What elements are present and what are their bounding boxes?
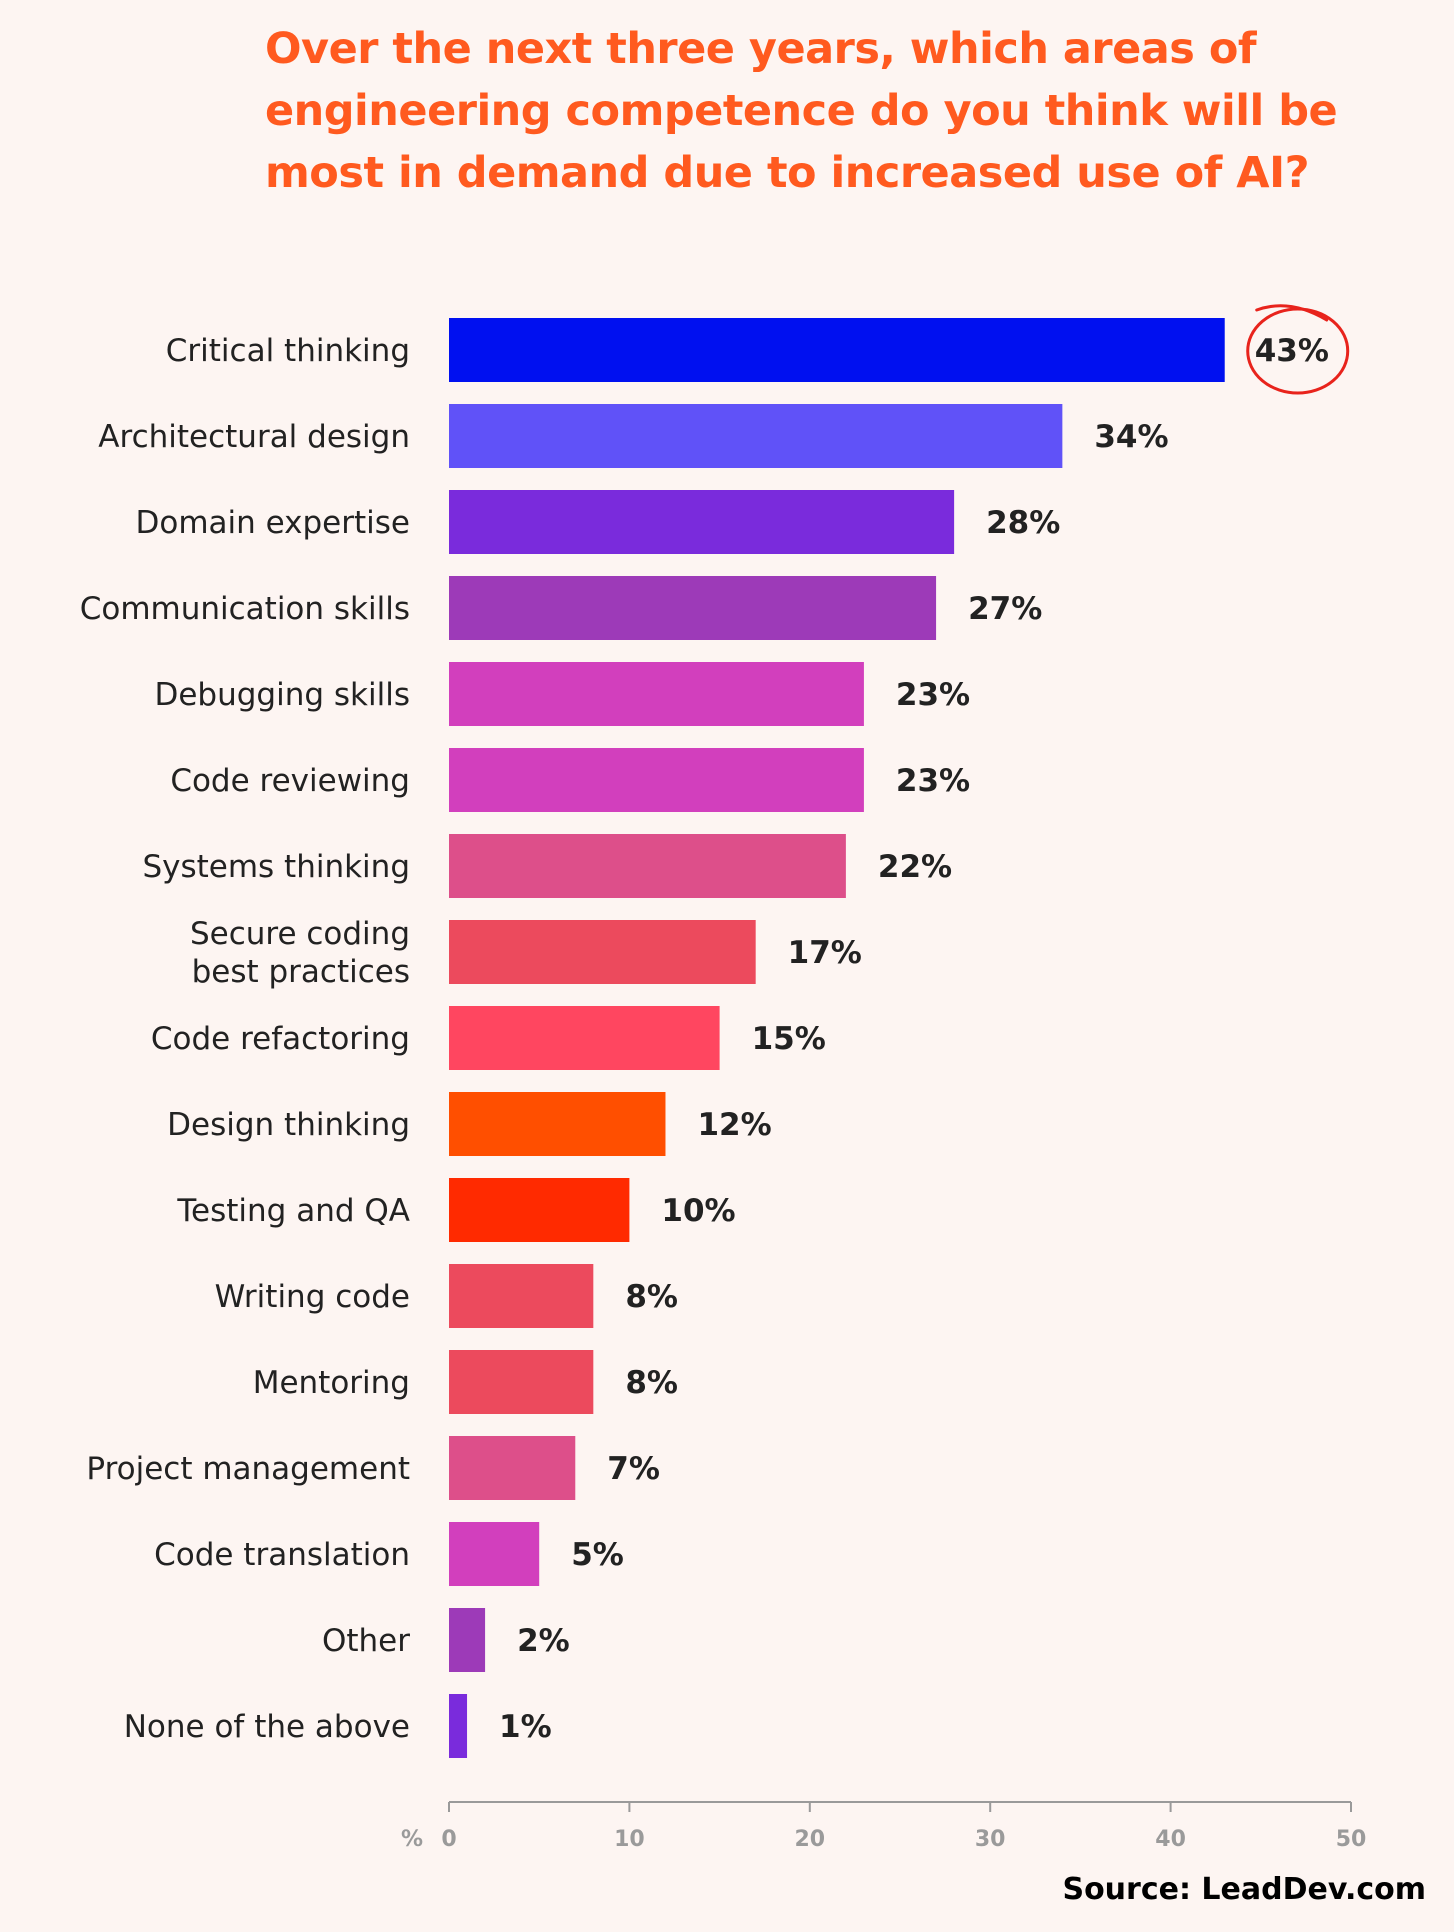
category-label: Domain expertise (135, 505, 410, 541)
value-label: 12% (697, 1107, 771, 1143)
category-label: Communication skills (80, 591, 410, 627)
value-label: 43% (1255, 333, 1329, 369)
value-label: 23% (896, 677, 970, 713)
value-label: 8% (625, 1365, 678, 1401)
value-label: 7% (607, 1451, 660, 1487)
value-label: 15% (752, 1021, 826, 1057)
category-label: Code reviewing (170, 763, 410, 799)
bar (449, 748, 864, 812)
value-label: 22% (878, 849, 952, 885)
category-label: Architectural design (98, 419, 410, 455)
bar (449, 1350, 594, 1414)
bar (449, 1436, 576, 1500)
value-label: 2% (517, 1623, 570, 1659)
bar (449, 662, 864, 726)
category-label: Code refactoring (151, 1021, 410, 1057)
bar (449, 1092, 666, 1156)
value-label: 27% (968, 591, 1042, 627)
value-label: 8% (625, 1279, 678, 1315)
bar (449, 834, 846, 898)
chart-title-line: most in demand due to increased use of A… (265, 148, 1310, 198)
category-label: Design thinking (167, 1107, 410, 1143)
bar (449, 576, 937, 640)
bar (449, 1264, 594, 1328)
bar (449, 1522, 540, 1586)
value-label: 28% (986, 505, 1060, 541)
chart-title: Over the next three years, which areas o… (265, 18, 1365, 204)
bar (449, 1178, 630, 1242)
x-axis-label: % (401, 1827, 423, 1852)
value-label: 17% (788, 935, 862, 971)
source-note: Source: LeadDev.com (1062, 1872, 1426, 1907)
bar (449, 920, 756, 984)
bar (449, 1608, 486, 1672)
category-label: Critical thinking (166, 333, 410, 369)
value-label: 34% (1094, 419, 1168, 455)
category-label: Writing code (215, 1279, 410, 1315)
value-label: 5% (571, 1537, 624, 1573)
value-label: 10% (661, 1193, 735, 1229)
category-label: None of the above (124, 1709, 410, 1745)
category-label: Debugging skills (154, 677, 410, 713)
bar (449, 318, 1225, 382)
category-label: Systems thinking (142, 849, 410, 885)
category-label: Other (322, 1623, 410, 1659)
x-tick-label: 50 (1336, 1827, 1367, 1852)
category-label: Testing and QA (176, 1193, 410, 1229)
bar (449, 1694, 468, 1758)
x-tick-label: 30 (975, 1827, 1006, 1852)
chart-title-line: engineering competence do you think will… (265, 86, 1338, 136)
value-label: 23% (896, 763, 970, 799)
category-label: Code translation (154, 1537, 410, 1573)
x-tick-label: 40 (1155, 1827, 1186, 1852)
value-label: 1% (499, 1709, 552, 1745)
x-tick-label: 20 (794, 1827, 825, 1852)
highlight-stroke (1255, 304, 1329, 322)
chart-title-line: Over the next three years, which areas o… (265, 24, 1257, 74)
category-label: Mentoring (253, 1365, 410, 1401)
x-tick-label: 0 (441, 1827, 456, 1852)
bar (449, 1006, 720, 1070)
bar (449, 490, 955, 554)
category-label: Project management (86, 1451, 410, 1487)
x-tick-label: 10 (614, 1827, 645, 1852)
category-label: Secure coding best practices (190, 916, 410, 990)
bar (449, 404, 1063, 468)
